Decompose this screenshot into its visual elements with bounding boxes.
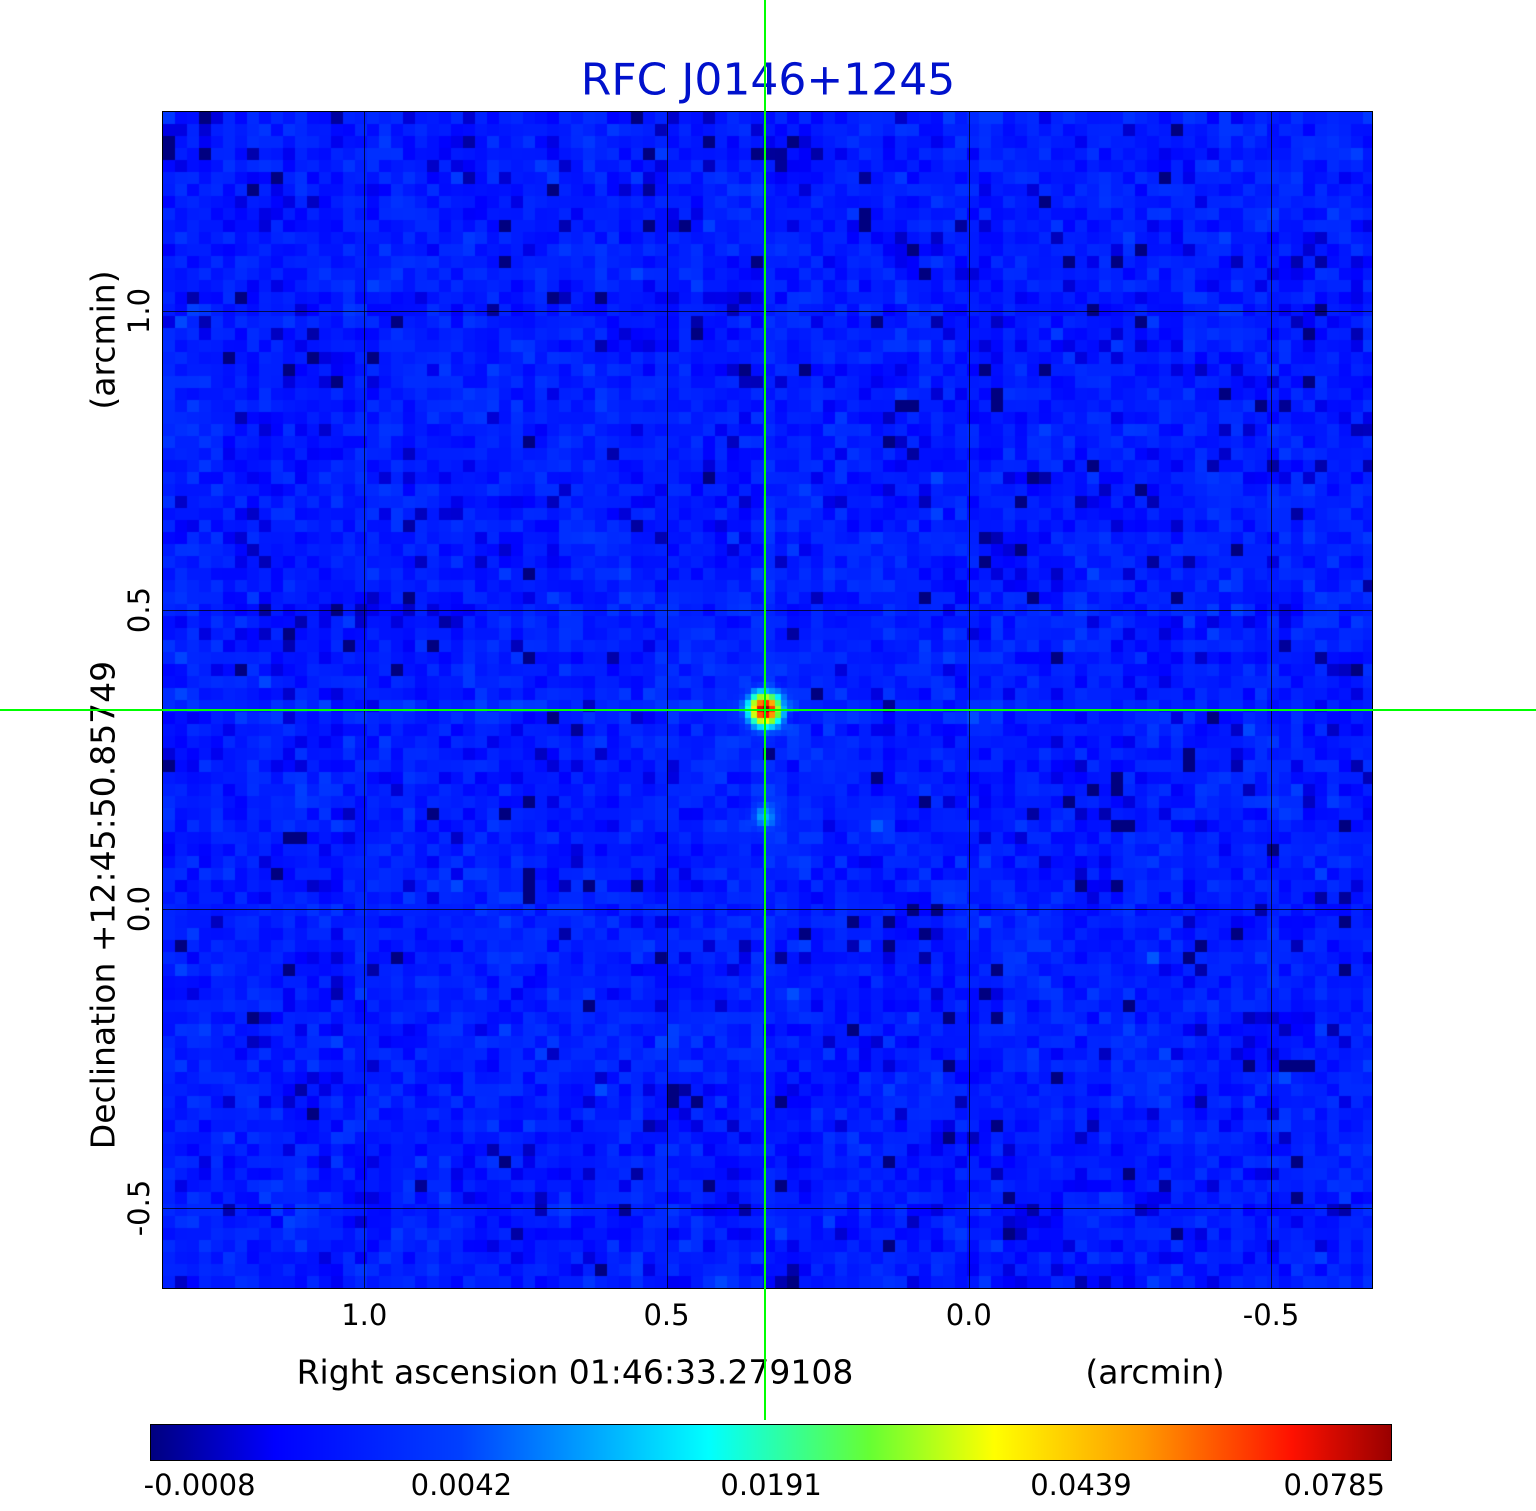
colorbar bbox=[150, 1424, 1392, 1461]
colorbar-tick-label: 0.0439 bbox=[1030, 1468, 1132, 1502]
grid-line-vertical bbox=[364, 112, 366, 1288]
y-tick-label: -0.5 bbox=[122, 1180, 156, 1237]
sky-map-canvas bbox=[163, 112, 1372, 1288]
y-tick-label: 0.0 bbox=[122, 886, 156, 933]
colorbar-tick-label: 0.0191 bbox=[720, 1468, 822, 1502]
x-axis-label: Right ascension 01:46:33.279108 bbox=[296, 1352, 854, 1392]
grid-line-vertical bbox=[968, 112, 970, 1288]
crosshair-horizontal-line bbox=[0, 708, 1536, 711]
grid-line-horizontal bbox=[163, 909, 1372, 911]
y-tick-label: 1.0 bbox=[122, 288, 156, 335]
grid-line-vertical bbox=[1271, 112, 1273, 1288]
sky-map-frame bbox=[162, 111, 1373, 1289]
y-axis-unit-label: (arcmin) bbox=[83, 270, 123, 410]
x-tick-label: 0.0 bbox=[945, 1298, 992, 1332]
colorbar-tick-label: -0.0008 bbox=[143, 1468, 256, 1502]
grid-line-horizontal bbox=[163, 1208, 1372, 1210]
y-axis-label: Declination +12:45:50.85749 bbox=[83, 660, 123, 1150]
chart-title: RFC J0146+1245 bbox=[580, 54, 956, 106]
x-axis-unit-label: (arcmin) bbox=[1085, 1352, 1225, 1392]
y-tick-label: 0.5 bbox=[122, 587, 156, 634]
colorbar-tick-label: 0.0042 bbox=[410, 1468, 513, 1502]
x-tick-label: 1.0 bbox=[341, 1298, 388, 1332]
grid-line-horizontal bbox=[163, 311, 1372, 313]
grid-line-horizontal bbox=[163, 610, 1372, 612]
x-tick-label: -0.5 bbox=[1242, 1298, 1300, 1332]
x-tick-label: 0.5 bbox=[643, 1298, 690, 1332]
grid-line-vertical bbox=[666, 112, 668, 1288]
colorbar-tick-label: 0.0785 bbox=[1283, 1468, 1385, 1502]
